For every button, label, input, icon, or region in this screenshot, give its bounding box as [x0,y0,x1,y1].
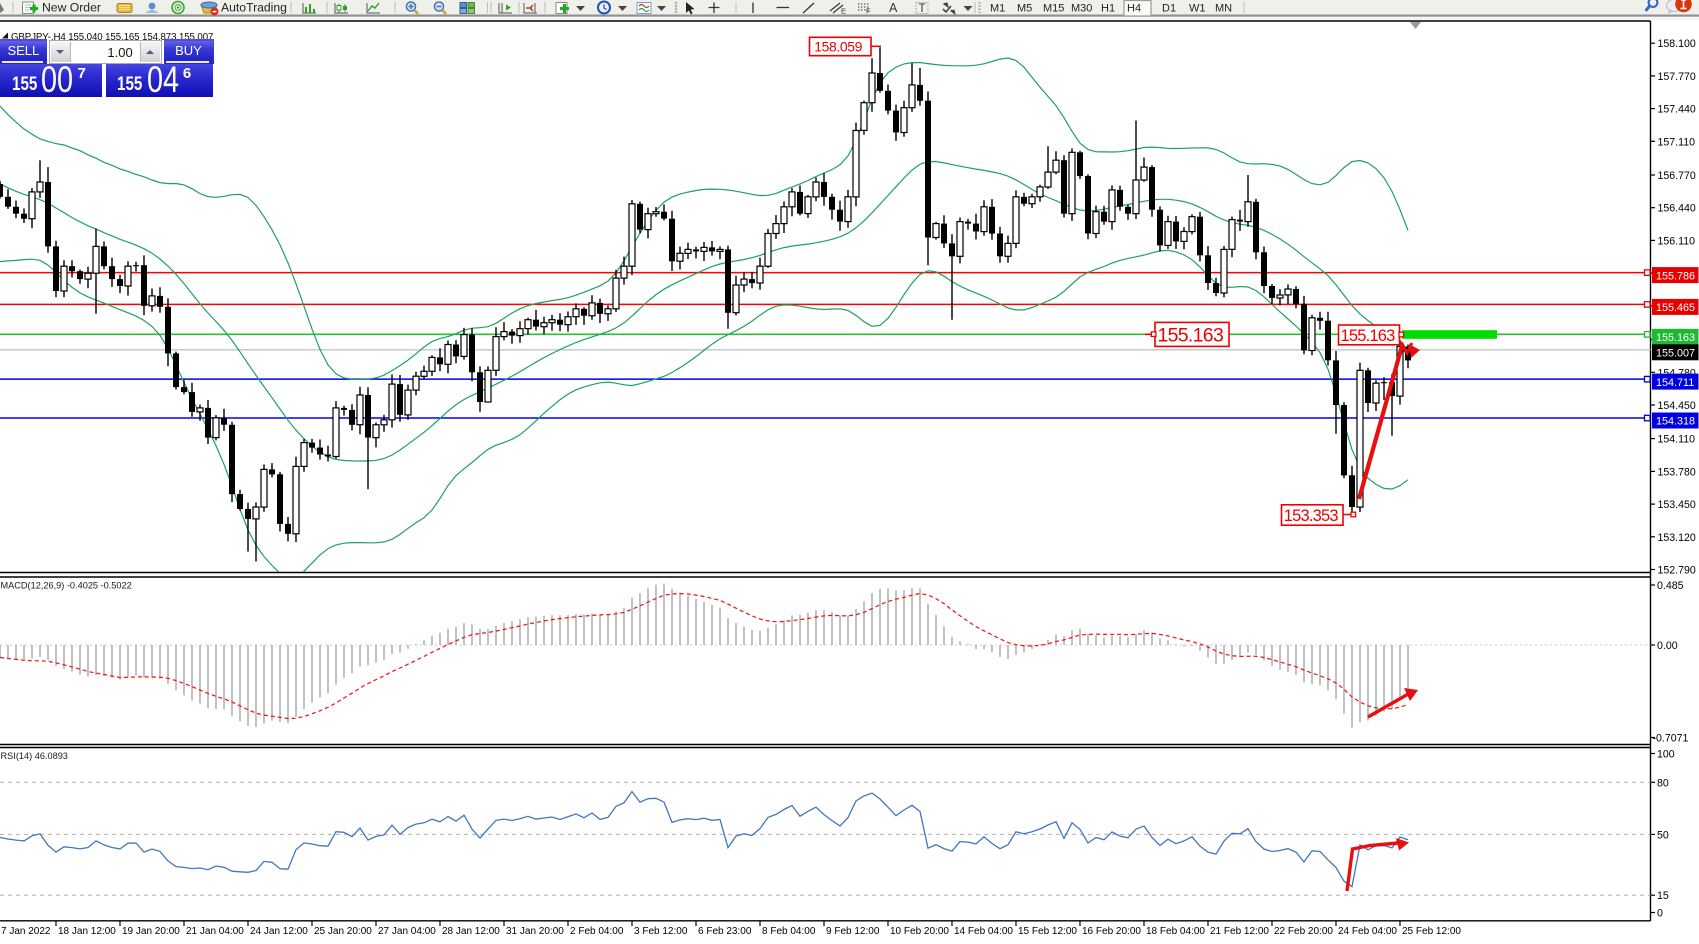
svg-text:D1: D1 [1162,3,1176,15]
svg-text:158.100: 158.100 [1658,38,1696,50]
svg-text:15: 15 [1657,890,1669,902]
svg-text:0.485: 0.485 [1657,580,1684,592]
svg-text:157.110: 157.110 [1658,136,1696,148]
svg-text:28 Jan 12:00: 28 Jan 12:00 [442,926,500,937]
svg-text:153.120: 153.120 [1658,532,1696,544]
svg-text:H1: H1 [1101,3,1115,15]
svg-text:155.163: 155.163 [1158,324,1224,346]
svg-text:H4: H4 [1127,3,1141,15]
svg-text:154.450: 154.450 [1658,400,1696,412]
svg-text:155.163: 155.163 [1656,332,1695,344]
svg-text:W1: W1 [1189,3,1206,15]
svg-text:21 Feb 12:00: 21 Feb 12:00 [1210,926,1269,937]
svg-text:158.059: 158.059 [814,39,862,55]
svg-text:24 Jan 12:00: 24 Jan 12:00 [250,926,308,937]
svg-text:MACD(12,26,9) -0.4025 -0.5022: MACD(12,26,9) -0.4025 -0.5022 [1,581,132,591]
svg-text:14 Feb 04:00: 14 Feb 04:00 [954,926,1013,937]
svg-text:0: 0 [1657,908,1663,920]
svg-text:M15: M15 [1043,3,1064,15]
svg-text:M5: M5 [1017,3,1032,15]
svg-text:10 Feb 20:00: 10 Feb 20:00 [890,926,949,937]
svg-text:155.007: 155.007 [1656,348,1695,360]
svg-text:3 Feb 12:00: 3 Feb 12:00 [634,926,688,937]
svg-text:8 Feb 04:00: 8 Feb 04:00 [762,926,816,937]
svg-text:31 Jan 20:00: 31 Jan 20:00 [506,926,564,937]
svg-text:80: 80 [1657,777,1669,789]
svg-text:7 Jan 2022: 7 Jan 2022 [1,926,51,937]
svg-text:16 Feb 20:00: 16 Feb 20:00 [1082,926,1141,937]
svg-text:F: F [866,7,871,16]
svg-text:156.770: 156.770 [1658,170,1696,182]
svg-text:New Order: New Order [42,1,101,15]
svg-text:153.353: 153.353 [1284,507,1339,525]
svg-text:21 Jan 04:00: 21 Jan 04:00 [186,926,244,937]
svg-text:18 Feb 04:00: 18 Feb 04:00 [1146,926,1205,937]
svg-text:E: E [841,7,846,16]
svg-text:19 Jan 20:00: 19 Jan 20:00 [122,926,180,937]
svg-text:A: A [889,1,898,15]
svg-text:MN: MN [1215,3,1232,15]
svg-text:154.318: 154.318 [1656,416,1695,428]
svg-text:9 Feb 12:00: 9 Feb 12:00 [826,926,880,937]
svg-text:T: T [919,3,926,15]
svg-text:152.790: 152.790 [1658,565,1696,577]
svg-text:155.786: 155.786 [1656,270,1695,282]
svg-text:22 Feb 20:00: 22 Feb 20:00 [1274,926,1333,937]
svg-text:100: 100 [1657,749,1675,761]
svg-text:157.770: 157.770 [1658,71,1696,83]
svg-text:153.450: 153.450 [1658,499,1696,511]
svg-text:156.110: 156.110 [1658,235,1696,247]
svg-text:25 Feb 12:00: 25 Feb 12:00 [1402,926,1461,937]
svg-text:AutoTrading: AutoTrading [221,1,287,15]
svg-text:156.440: 156.440 [1658,203,1696,215]
svg-text:155.163: 155.163 [1341,327,1396,345]
svg-text:RSI(14) 46.0893: RSI(14) 46.0893 [1,751,68,761]
svg-text:18 Jan 12:00: 18 Jan 12:00 [58,926,116,937]
svg-text:27 Jan 04:00: 27 Jan 04:00 [378,926,436,937]
svg-text:25 Jan 20:00: 25 Jan 20:00 [314,926,372,937]
svg-text:GBPJPY-,H4 155.040 155.165 15: GBPJPY-,H4 155.040 155.165 154.873 155.0… [11,32,213,43]
svg-text:50: 50 [1657,829,1669,841]
svg-text:15 Feb 12:00: 15 Feb 12:00 [1018,926,1077,937]
svg-text:6 Feb 23:00: 6 Feb 23:00 [698,926,752,937]
svg-text:154.711: 154.711 [1656,377,1694,389]
svg-text:M30: M30 [1071,3,1092,15]
svg-text:155.465: 155.465 [1656,302,1695,314]
svg-text:2 Feb 04:00: 2 Feb 04:00 [570,926,624,937]
svg-text:153.780: 153.780 [1658,466,1696,478]
svg-text:157.440: 157.440 [1658,104,1696,116]
svg-text:M1: M1 [990,3,1005,15]
svg-text:24 Feb 04:00: 24 Feb 04:00 [1338,926,1397,937]
svg-text:0.00: 0.00 [1657,640,1678,652]
svg-text:154.110: 154.110 [1658,434,1696,446]
svg-text:-0.7071: -0.7071 [1653,733,1689,745]
